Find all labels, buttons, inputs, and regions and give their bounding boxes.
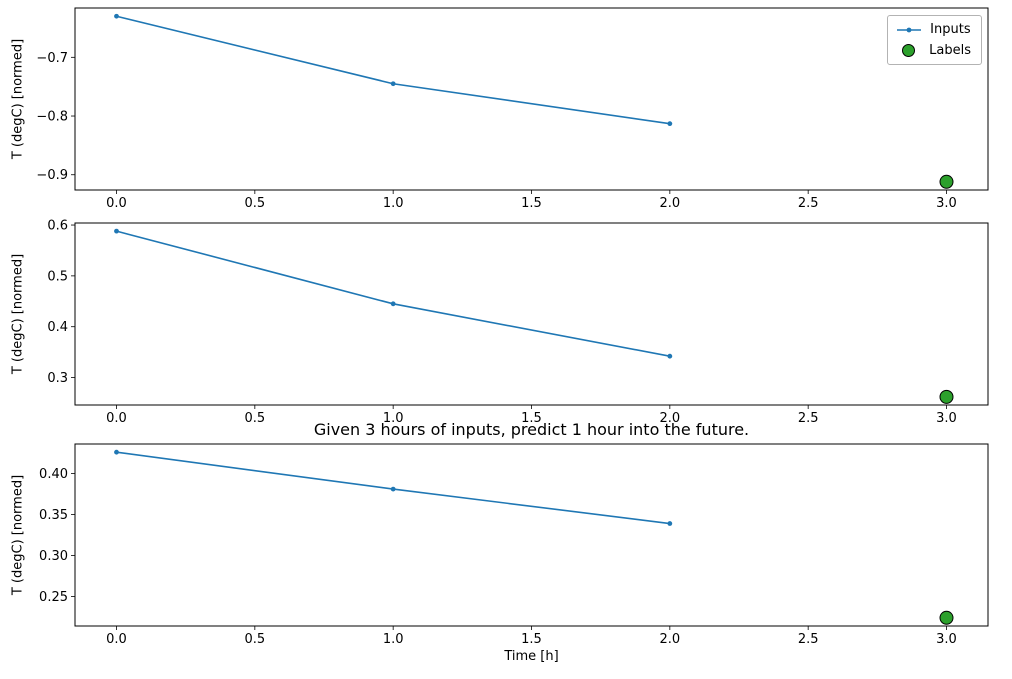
y-tick-label: 0.35 xyxy=(39,508,68,523)
y-tick-label: 0.6 xyxy=(47,219,68,234)
axes-frame xyxy=(74,443,989,627)
x-tick-label: 1.5 xyxy=(521,411,542,426)
legend: Inputs Labels xyxy=(887,15,982,65)
x-tick-label: 1.5 xyxy=(521,632,542,647)
x-tick-label: 0.0 xyxy=(106,411,127,426)
legend-label-labels: Labels xyxy=(929,43,971,58)
y-tick-label: −0.9 xyxy=(36,168,68,183)
x-tick-label: 2.5 xyxy=(798,411,819,426)
y-tick-label: −0.7 xyxy=(36,51,68,66)
x-axis-label: Time [h] xyxy=(504,649,559,664)
x-tick-label: 2.5 xyxy=(798,196,819,211)
y-axis-label-2: T (degC) [normed] xyxy=(10,253,26,375)
x-tick-label: 1.0 xyxy=(383,632,404,647)
x-tick-label: 1.0 xyxy=(383,411,404,426)
x-tick-label: 0.5 xyxy=(244,411,265,426)
x-tick-label: 2.5 xyxy=(798,632,819,647)
inputs-point xyxy=(390,486,396,492)
x-tick-label: 2.0 xyxy=(659,632,680,647)
x-tick-label: 1.5 xyxy=(521,196,542,211)
inputs-point xyxy=(667,521,673,526)
x-tick-label: 1.0 xyxy=(383,196,404,211)
inputs-point xyxy=(114,449,119,455)
x-tick-label: 2.0 xyxy=(659,196,680,211)
labels-point xyxy=(939,174,954,189)
inputs-point xyxy=(390,301,396,307)
labels-point xyxy=(939,389,954,404)
x-tick-label: 3.0 xyxy=(936,411,957,426)
x-tick-label: 0.0 xyxy=(106,632,127,647)
labels-point xyxy=(939,610,954,625)
y-axis-label-3: T (degC) [normed] xyxy=(10,474,26,596)
circle-marker-icon xyxy=(902,44,916,57)
y-tick-label: 0.4 xyxy=(47,320,68,335)
y-tick-label: −0.8 xyxy=(36,110,68,125)
legend-label-inputs: Inputs xyxy=(930,22,971,37)
inputs-point xyxy=(667,353,673,359)
y-tick-label: 0.40 xyxy=(39,467,68,482)
inputs-point xyxy=(667,121,673,127)
x-tick-label: 3.0 xyxy=(936,632,957,647)
x-tick-label: 0.5 xyxy=(244,196,265,211)
axes-frame xyxy=(74,222,989,406)
y-tick-label: 0.5 xyxy=(47,269,68,284)
x-tick-label: 2.0 xyxy=(659,411,680,426)
legend-item-labels: Labels xyxy=(896,43,971,58)
x-tick-label: 0.5 xyxy=(244,632,265,647)
inputs-point xyxy=(114,228,119,234)
inputs-line xyxy=(116,15,670,125)
inputs-point xyxy=(114,13,119,19)
y-tick-label: 0.30 xyxy=(39,549,68,564)
line-dot-marker-icon xyxy=(897,27,922,32)
y-tick-label: 0.25 xyxy=(39,590,68,605)
y-axis-label-1: T (degC) [normed] xyxy=(10,38,26,160)
inputs-line xyxy=(116,230,670,357)
y-tick-label: 0.3 xyxy=(47,371,68,386)
axes-frame xyxy=(74,7,989,191)
subplot-title: Given 3 hours of inputs, predict 1 hour … xyxy=(313,420,750,439)
inputs-point xyxy=(390,81,396,87)
x-tick-label: 0.0 xyxy=(106,196,127,211)
legend-item-inputs: Inputs xyxy=(896,22,971,37)
x-tick-label: 3.0 xyxy=(936,196,957,211)
